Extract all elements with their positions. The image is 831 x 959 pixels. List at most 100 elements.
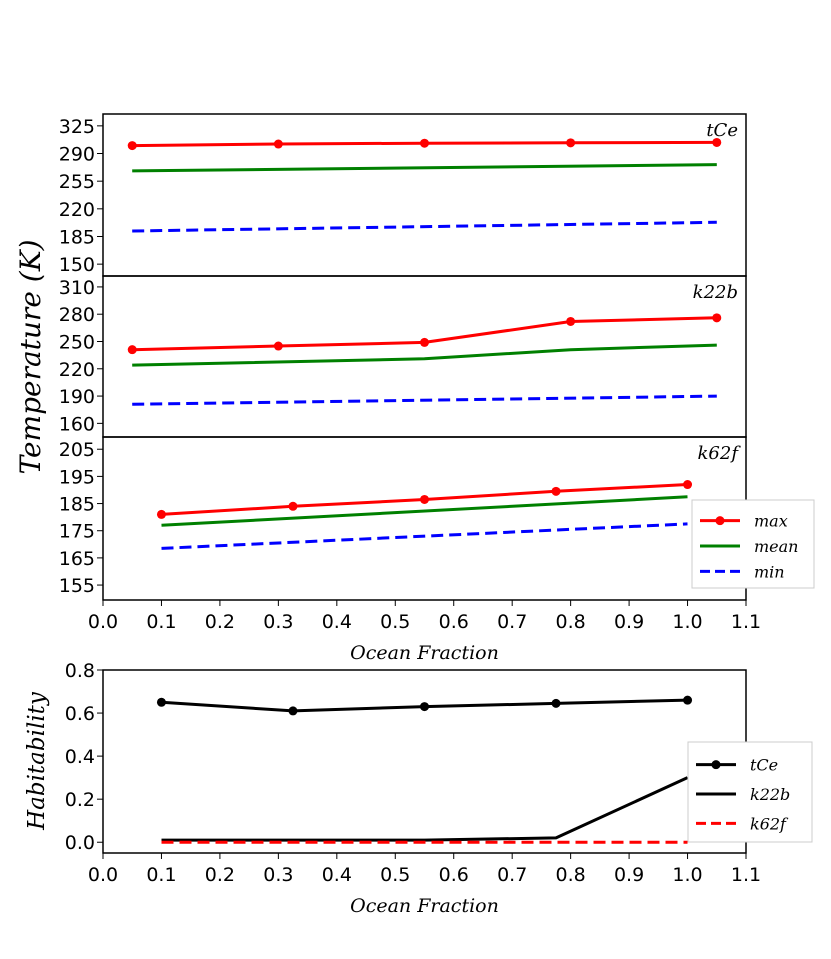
marker-max [273, 341, 283, 351]
y-tick-label: 185 [59, 494, 95, 516]
x-tick-label: 0.0 [88, 864, 118, 886]
series-min [132, 220, 717, 233]
y-tick-label: 280 [59, 304, 95, 326]
y-tick-label: 155 [59, 575, 95, 597]
marker-tCe [288, 706, 298, 716]
x-tick-label: 0.9 [614, 864, 644, 886]
x-tick-label: 0.8 [556, 864, 586, 886]
marker-max [420, 337, 429, 347]
y-tick-label: 190 [59, 386, 95, 408]
x-tick-label: 1.0 [672, 864, 702, 886]
axes-frame [102, 436, 747, 601]
panel-label: tCe [706, 120, 738, 141]
legend-label-min: min [754, 562, 785, 581]
x-tick-label: 0.7 [497, 611, 527, 633]
x-tick-label: 0.1 [146, 611, 176, 633]
panel-label: k22b [693, 282, 738, 303]
y-tick-label: 0.2 [65, 789, 95, 811]
legend: tCe k22b k62f [687, 741, 813, 843]
marker-max [712, 137, 722, 147]
y-tick-label: 205 [59, 439, 95, 461]
x-tick-label: 1.1 [731, 611, 761, 633]
marker-max [566, 138, 576, 148]
chart-panel-1: 160 190 220 250 280 310 k22b [59, 275, 747, 438]
x-tick-label: 0.6 [439, 611, 469, 633]
series-min [161, 522, 688, 550]
legend-marker-tCe [711, 760, 721, 770]
x-tick-label: 1.0 [672, 611, 702, 633]
marker-max [551, 486, 561, 496]
marker-max [273, 139, 283, 149]
x-tick-label: 0.9 [614, 611, 644, 633]
legend-marker-max [715, 516, 725, 526]
series-k22b [161, 776, 689, 842]
y-tick-label: 160 [59, 413, 95, 435]
legend-label-mean: mean [754, 537, 798, 556]
x-tick-label: 0.5 [380, 864, 410, 886]
marker-max [420, 494, 429, 504]
series-mean [161, 495, 688, 527]
y-tick-label: 175 [59, 521, 95, 543]
series-mean [132, 163, 717, 173]
x-tick-label: 0.2 [205, 611, 235, 633]
series-mean [132, 343, 717, 367]
x-tick-label: 0.6 [439, 864, 469, 886]
y-tick-label: 255 [59, 171, 95, 193]
x-tick-label: 0.0 [88, 611, 118, 633]
habitability-axis-label: Habitability [24, 691, 50, 831]
y-tick-label: 165 [59, 548, 95, 570]
x-tick-label: 0.3 [263, 864, 293, 886]
y-tick-label: 150 [59, 254, 95, 276]
chart-panel-2: 155 165 175 185 195 205 0.0 0.1 0.2 0.3 0.4 0.5 0.6 0… [59, 436, 815, 664]
legend: max mean min [691, 499, 815, 589]
marker-tCe [156, 697, 166, 707]
y-tick-label: 220 [59, 359, 95, 381]
series-min [132, 394, 717, 406]
marker-max [288, 501, 298, 511]
marker-max [156, 509, 166, 519]
y-tick-label: 325 [59, 116, 95, 138]
y-tick-label: 310 [59, 277, 95, 299]
marker-tCe [551, 698, 561, 708]
legend-box [687, 741, 813, 843]
y-tick-label: 185 [59, 226, 95, 248]
y-tick-label: 195 [59, 466, 95, 488]
legend-label-k62f: k62f [750, 814, 789, 833]
marker-tCe [420, 702, 429, 712]
x-tick-label: 0.7 [497, 864, 527, 886]
chart-panel-0: 150 185 220 255 290 325 tCe [59, 113, 747, 277]
legend-box [691, 499, 815, 589]
marker-max [683, 480, 693, 490]
x-tick-label: 0.8 [556, 611, 586, 633]
panel-label: k62f [698, 443, 742, 464]
x-axis-label: Ocean Fraction [350, 642, 499, 664]
marker-max [127, 141, 137, 151]
legend-label-max: max [754, 512, 788, 531]
legend-label-k22b: k22b [750, 785, 790, 804]
marker-max [127, 345, 137, 355]
axes-frame [102, 113, 747, 277]
marker-max [420, 138, 429, 148]
y-tick-label: 220 [59, 199, 95, 221]
x-tick-label: 0.4 [322, 864, 352, 886]
legend-label-tCe: tCe [750, 756, 778, 775]
marker-max [566, 316, 576, 326]
x-tick-label: 1.1 [731, 864, 761, 886]
y-tick-label: 0.6 [65, 703, 95, 725]
axes-frame [102, 669, 747, 854]
x-tick-label: 0.2 [205, 864, 235, 886]
x-tick-label: 0.3 [263, 611, 293, 633]
x-tick-label: 0.4 [322, 611, 352, 633]
y-tick-label: 290 [59, 144, 95, 166]
x-axis-label: Ocean Fraction [350, 895, 499, 917]
y-tick-label: 0.0 [65, 832, 95, 854]
axes-frame [102, 275, 747, 438]
x-tick-label: 0.5 [380, 611, 410, 633]
y-tick-label: 0.8 [65, 660, 95, 682]
marker-max [712, 313, 722, 323]
y-tick-label: 250 [59, 331, 95, 353]
y-tick-label: 0.4 [65, 746, 95, 768]
chart-panel-3: 0.0 0.2 0.4 0.6 0.8 0.0 0.1 0.2 0.3 0.4 0.5 0.6 0.7 0… [65, 660, 813, 917]
marker-tCe [683, 695, 693, 705]
